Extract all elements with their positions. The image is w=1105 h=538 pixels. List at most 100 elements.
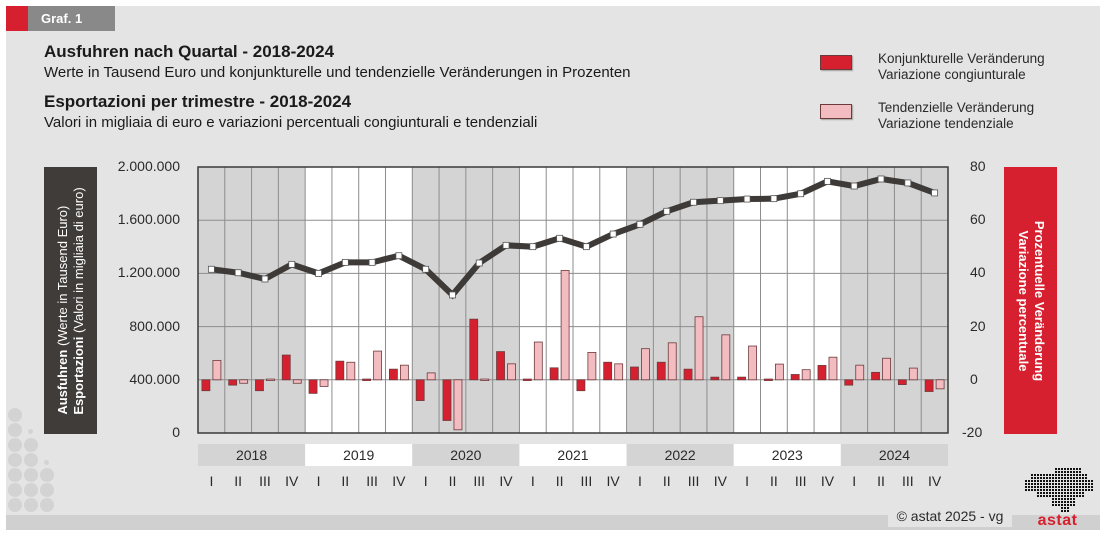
decorative-dot (24, 498, 38, 512)
exports-point (422, 265, 430, 273)
logo-dot (1055, 471, 1057, 473)
quarter-label: IV (714, 473, 728, 489)
logo-dot (1079, 489, 1081, 491)
title-it: Esportazioni per trimestre - 2018-2024 (44, 92, 352, 111)
logo-dot (1079, 474, 1081, 476)
logo-dot (1055, 480, 1057, 482)
exports-point (288, 260, 296, 268)
logo-dot (1073, 489, 1075, 491)
year-label: 2020 (450, 447, 481, 463)
logo-dot (1067, 492, 1069, 494)
logo-dot (1073, 495, 1075, 497)
logo-dot (1028, 480, 1030, 482)
logo-dot (1058, 492, 1060, 494)
logo-dot (1061, 471, 1063, 473)
logo-dot (1040, 483, 1042, 485)
legend-item-tendenziale: Tendenzielle Veränderung Variazione tend… (820, 100, 1034, 132)
bar-congiunturale (603, 361, 613, 381)
logo-dot (1064, 501, 1066, 503)
bar-congiunturale (201, 379, 211, 392)
logo-dot (1088, 480, 1090, 482)
left-axis-tick-label: 2.000.000 (117, 158, 180, 174)
logo-dot (1064, 483, 1066, 485)
logo-dot (1043, 477, 1045, 479)
logo-dot (1046, 480, 1048, 482)
logo-dot (1091, 480, 1093, 482)
logo-dot (1079, 492, 1081, 494)
exports-point (609, 230, 617, 238)
year-label-band-2021 (519, 444, 627, 466)
logo-dot (1064, 510, 1066, 512)
bar-tendenziale (453, 379, 463, 431)
bar-tendenziale (212, 359, 222, 381)
logo-dot (1076, 468, 1078, 470)
logo-dot (1028, 489, 1030, 491)
logo-dot (1061, 486, 1063, 488)
logo-dot (1025, 483, 1027, 485)
exports-point (529, 243, 537, 251)
logo-dot (1070, 486, 1072, 488)
logo-dot (1085, 489, 1087, 491)
logo-dot (1055, 474, 1057, 476)
exports-point (449, 291, 456, 299)
logo-dot (1037, 495, 1039, 497)
legend-item-congiunturale: Konjunkturelle Veränderung Variazione co… (820, 51, 1045, 83)
logo-dot (1052, 483, 1054, 485)
logo-dot (1067, 483, 1069, 485)
logo-dot (1058, 486, 1060, 488)
logo-dot (1091, 483, 1093, 485)
logo-dot (1067, 501, 1069, 503)
graph-tag-accent (6, 6, 28, 31)
year-label-band-2019 (305, 444, 413, 466)
bar-tendenziale (560, 270, 570, 381)
logo-dot (1073, 486, 1075, 488)
right-axis-tick-label: 80 (970, 158, 986, 174)
decorative-dot (24, 483, 38, 497)
logo-dot (1025, 489, 1027, 491)
bar-tendenziale (346, 361, 356, 381)
bar-congiunturale (763, 378, 773, 381)
year-label: 2021 (557, 447, 588, 463)
logo-dot (1070, 477, 1072, 479)
logo-dot (1076, 477, 1078, 479)
right-axis-tick-label: 60 (970, 211, 986, 228)
logo-dot (1079, 495, 1081, 497)
bar-congiunturale (362, 378, 372, 381)
logo-dot (1058, 498, 1060, 500)
left-axis-tick-label: 1.600.000 (117, 211, 180, 228)
bar-tendenziale (399, 364, 409, 381)
quarter-label: III (259, 473, 271, 489)
logo-dot (1031, 486, 1033, 488)
right-axis-tick-label: -20 (962, 424, 983, 440)
logo-dot (1070, 483, 1072, 485)
bar-congiunturale (897, 379, 907, 385)
quarter-label: II (341, 473, 349, 489)
year-label: 2022 (665, 447, 696, 463)
left-axis-tick-label: 800.000 (129, 317, 180, 334)
logo-dot (1064, 474, 1066, 476)
logo-dot (1076, 492, 1078, 494)
exports-point (636, 220, 644, 228)
logo-dot (1046, 477, 1048, 479)
exports-point (797, 190, 805, 198)
exports-line (211, 175, 936, 300)
quarter-label: II (877, 473, 885, 489)
decorative-dot (8, 498, 22, 512)
right-axis-tick-label: 40 (970, 264, 986, 281)
legend-label-it: Variazione tendenziale (878, 116, 1014, 131)
graph-tag-label: Graf. 1 (28, 6, 115, 31)
logo-dot (1070, 498, 1072, 500)
quarter-label: III (795, 473, 807, 489)
year-label-band-2024 (840, 444, 948, 466)
bar-tendenziale (373, 350, 383, 381)
exports-point (850, 182, 858, 190)
exports-point (368, 258, 376, 266)
logo-dot (1052, 489, 1054, 491)
logo-dot (1061, 498, 1063, 500)
logo-dot (1031, 483, 1033, 485)
logo-dot (1025, 480, 1027, 482)
bar-congiunturale (388, 368, 398, 381)
logo-dot (1025, 486, 1027, 488)
year-label: 2019 (343, 447, 374, 463)
logo-dot (1082, 495, 1084, 497)
